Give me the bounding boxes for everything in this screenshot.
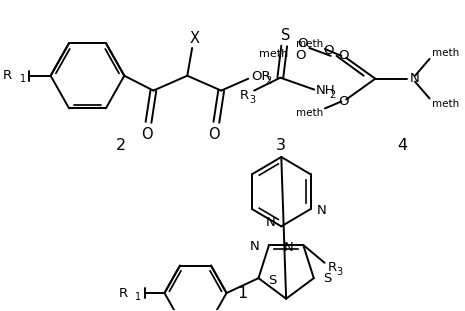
Text: R: R <box>240 89 249 102</box>
Text: O: O <box>295 49 306 63</box>
Text: N: N <box>317 205 326 217</box>
Text: O: O <box>338 49 349 63</box>
Text: 3: 3 <box>249 95 255 104</box>
Text: 1: 1 <box>20 74 26 84</box>
Text: meth: meth <box>296 108 323 118</box>
Text: 4: 4 <box>398 137 407 153</box>
Text: 3: 3 <box>336 267 342 277</box>
Text: meth: meth <box>259 49 288 59</box>
Text: O: O <box>297 36 307 49</box>
Text: 2: 2 <box>116 137 126 153</box>
Text: R: R <box>3 69 12 82</box>
Text: S: S <box>324 272 332 285</box>
Text: NH: NH <box>316 84 336 97</box>
Text: O: O <box>338 95 349 108</box>
Text: 1: 1 <box>238 286 248 301</box>
Text: O: O <box>141 127 153 142</box>
Text: O: O <box>209 127 220 142</box>
Text: N: N <box>410 72 420 85</box>
Text: S: S <box>268 274 277 287</box>
Text: R: R <box>327 261 337 274</box>
Text: N: N <box>250 240 259 253</box>
Text: N: N <box>284 241 293 254</box>
Text: 1: 1 <box>135 292 141 302</box>
Text: O: O <box>323 44 333 58</box>
Text: meth: meth <box>432 100 459 109</box>
Text: N: N <box>266 216 275 229</box>
Text: S: S <box>281 28 291 43</box>
Text: R: R <box>119 286 128 299</box>
Text: meth: meth <box>296 39 323 49</box>
Text: OR: OR <box>251 70 271 83</box>
Text: 2: 2 <box>330 90 336 100</box>
Text: meth: meth <box>432 48 459 58</box>
Text: X: X <box>189 30 199 45</box>
Text: 3: 3 <box>276 137 286 153</box>
Text: 2: 2 <box>265 76 271 86</box>
